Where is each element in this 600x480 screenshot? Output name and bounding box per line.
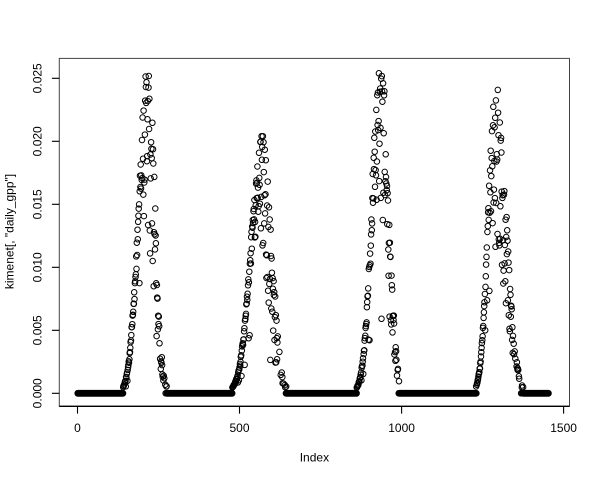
svg-text:0.020: 0.020 bbox=[31, 126, 45, 156]
svg-text:0.025: 0.025 bbox=[31, 63, 45, 93]
svg-text:0.015: 0.015 bbox=[31, 189, 45, 219]
svg-text:0.005: 0.005 bbox=[31, 315, 45, 345]
svg-text:0.000: 0.000 bbox=[31, 378, 45, 408]
svg-text:0.010: 0.010 bbox=[31, 252, 45, 282]
svg-text:1500: 1500 bbox=[550, 421, 577, 435]
svg-text:kimenet[, "daily_gpp"]: kimenet[, "daily_gpp"] bbox=[3, 174, 17, 289]
svg-text:Index: Index bbox=[300, 451, 329, 465]
svg-text:500: 500 bbox=[229, 421, 249, 435]
svg-text:1000: 1000 bbox=[388, 421, 415, 435]
svg-text:0: 0 bbox=[74, 421, 81, 435]
